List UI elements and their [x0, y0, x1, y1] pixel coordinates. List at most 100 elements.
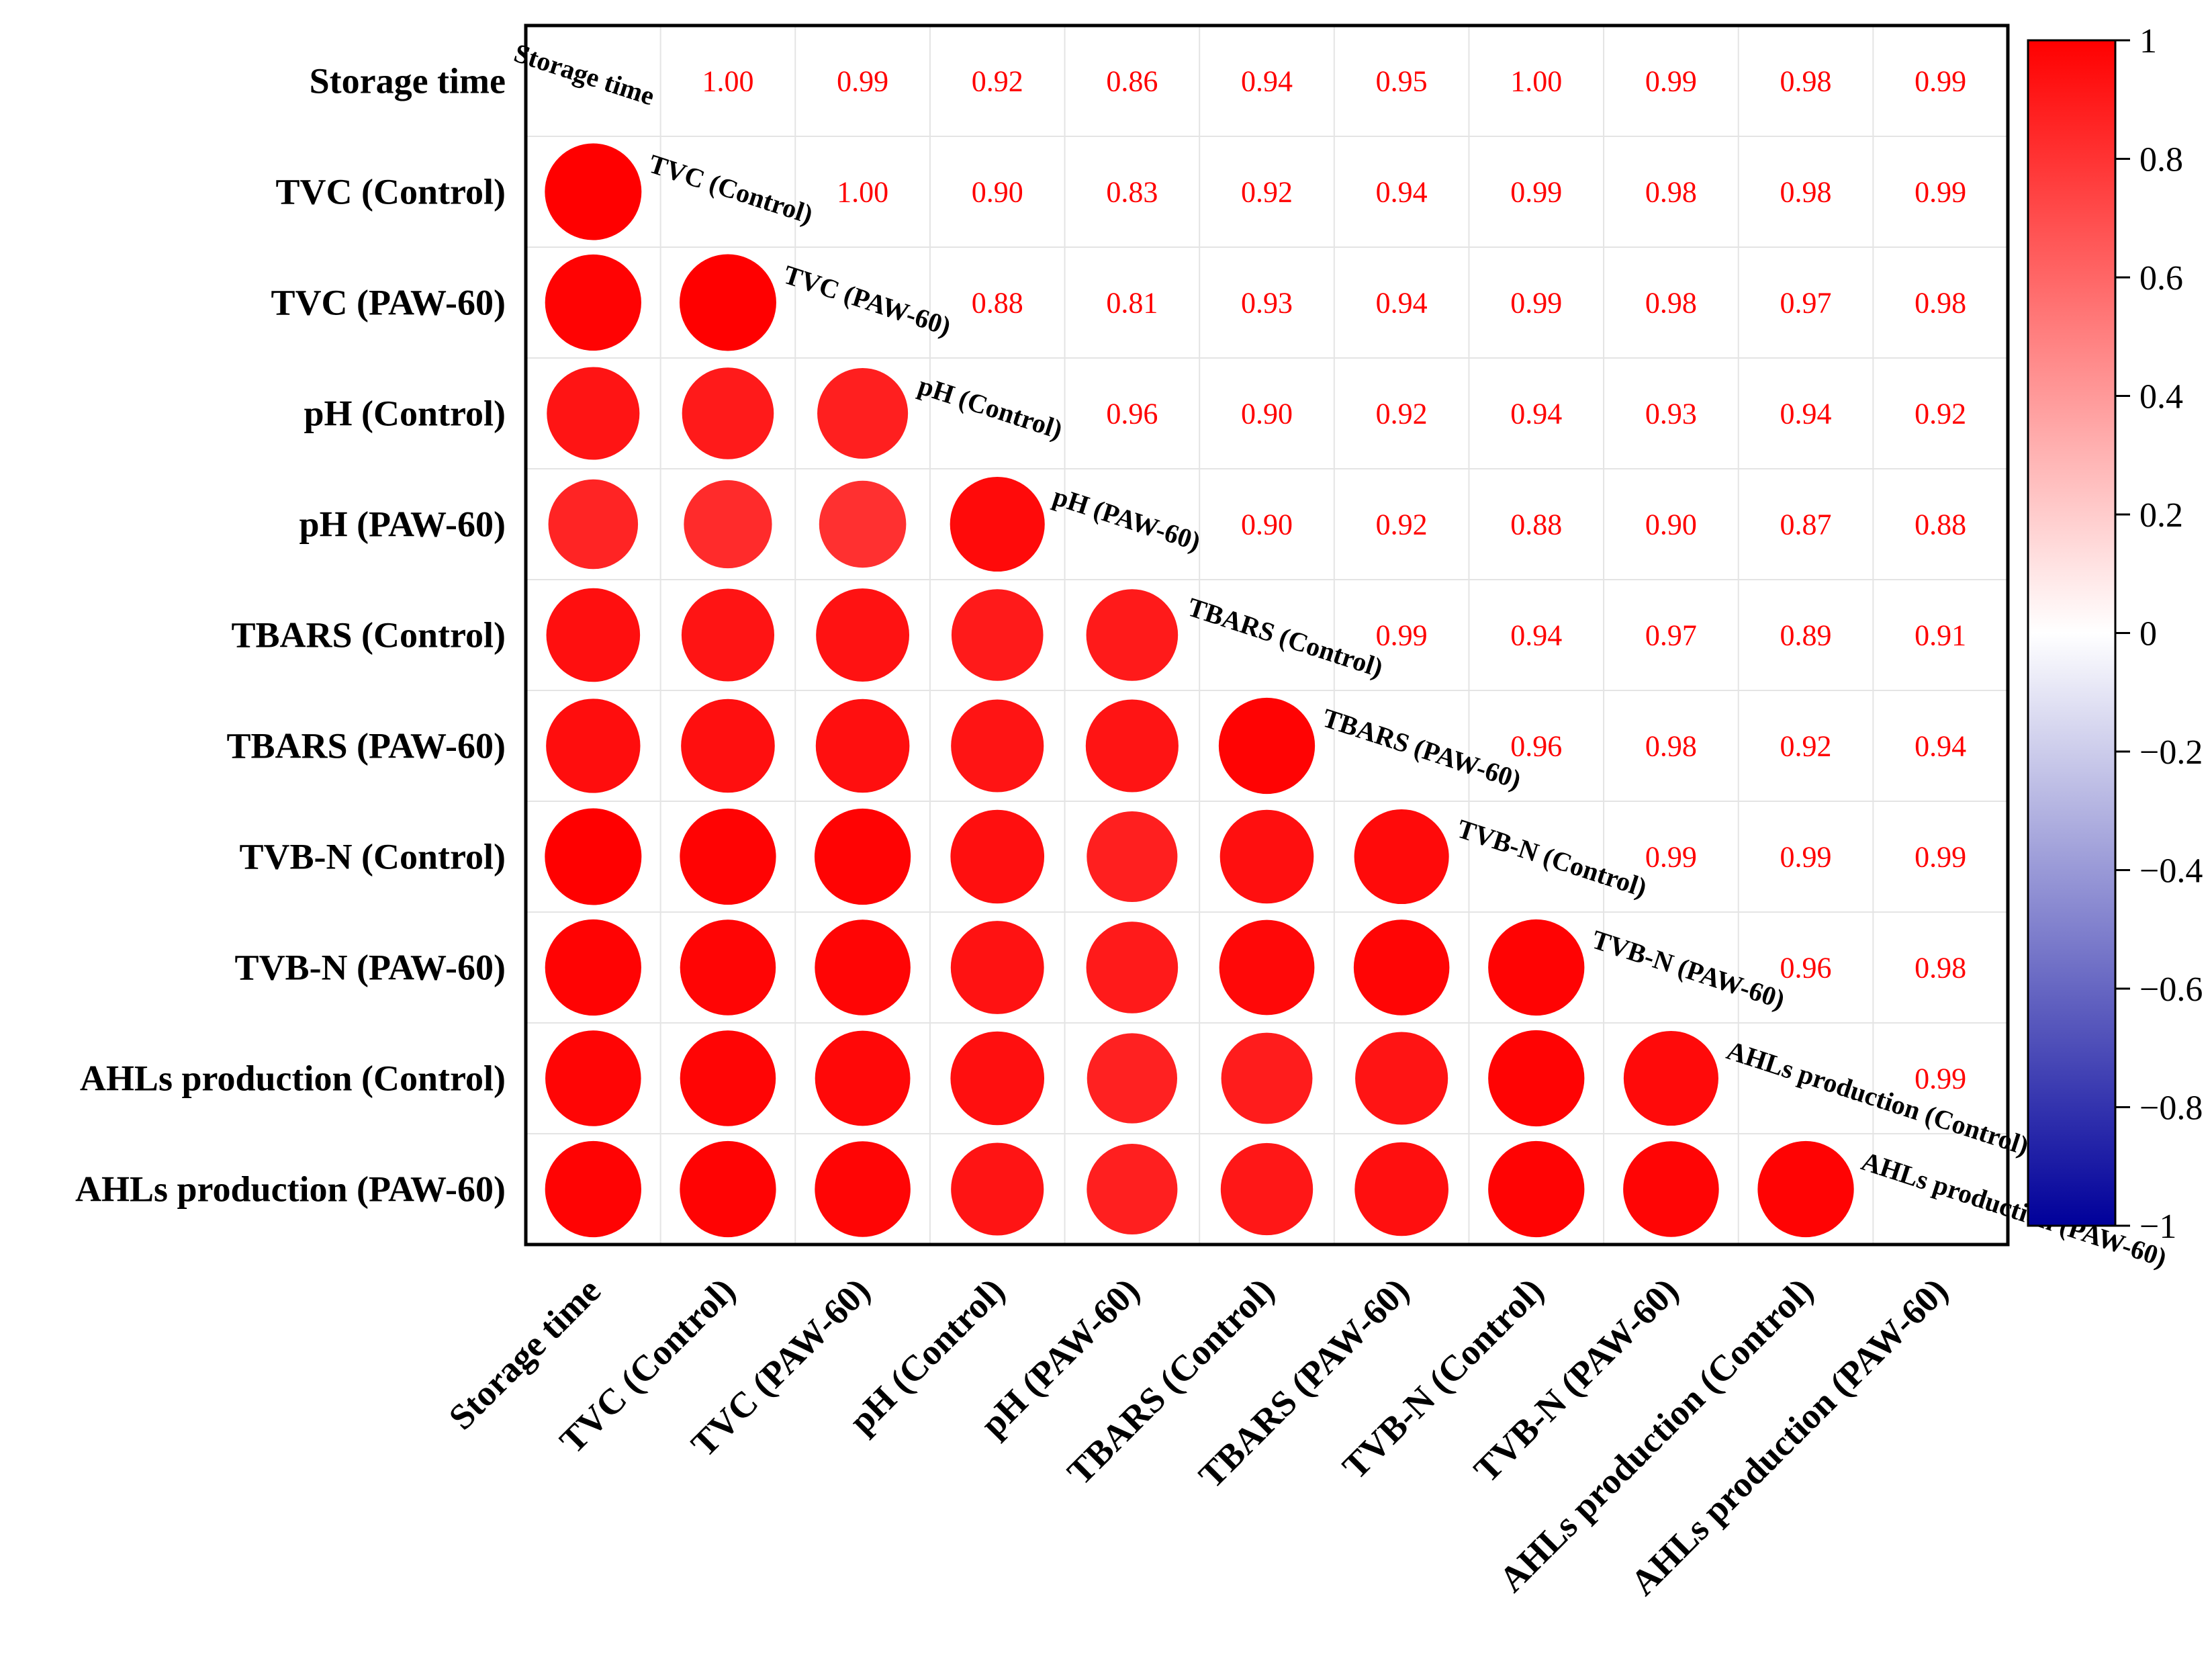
corr-circle-tbars-paw-60-vs-tbars-control	[1218, 697, 1316, 795]
colorbar-tick-label: 0.8	[2139, 141, 2183, 179]
corr-value-storage-time-vs-tvb-n-control: 1.00	[1510, 65, 1562, 98]
corr-circle-tvc-paw-60-vs-tvc-control	[679, 254, 776, 351]
corr-value-tvc-control-vs-tvc-paw-60: 1.00	[837, 176, 888, 209]
corr-circle-ahls-production-paw-60-vs-ahls-production-control	[1757, 1140, 1854, 1238]
corr-circle-tvb-n-control-vs-ph-control	[950, 809, 1045, 904]
corr-circle-tvb-n-paw-60-vs-tbars-paw-60	[1353, 919, 1450, 1016]
corr-value-tvc-control-vs-tvb-n-paw-60: 0.98	[1645, 176, 1697, 209]
corr-value-storage-time-vs-ph-control: 0.92	[972, 65, 1023, 98]
corr-circle-tbars-paw-60-vs-ph-control	[951, 699, 1044, 793]
corr-value-storage-time-vs-ahls-production-paw-60: 0.99	[1915, 65, 1966, 98]
corr-circle-ahls-production-control-vs-ph-paw-60	[1087, 1033, 1178, 1124]
corr-circle-ahls-production-control-vs-storage-time	[545, 1030, 641, 1126]
corr-circle-tvb-n-paw-60-vs-storage-time	[545, 919, 641, 1016]
corr-circle-tbars-paw-60-vs-tvc-control	[681, 698, 775, 793]
y-label-ph-control: pH (Control)	[304, 394, 506, 434]
colorbar-tick-label: −0.6	[2139, 971, 2203, 1009]
corr-value-ph-control-vs-ahls-production-paw-60: 0.92	[1915, 398, 1966, 431]
corr-circle-tvb-n-paw-60-vs-ph-control	[950, 921, 1044, 1014]
diagonal-label-tbars-paw-60: TBARS (PAW-60)	[1319, 703, 1525, 795]
colorbar-tick-label: 0.6	[2139, 259, 2183, 298]
corr-circle-ahls-production-control-vs-tvb-n-control	[1488, 1030, 1585, 1127]
diagonal-label-tbars-control: TBARS (Control)	[1184, 592, 1387, 683]
corr-value-tvb-n-control-vs-ahls-production-paw-60: 0.99	[1915, 841, 1966, 874]
corr-circle-ahls-production-control-vs-tvc-paw-60	[815, 1030, 911, 1126]
corr-circle-ph-control-vs-storage-time	[547, 367, 640, 460]
corr-value-tbars-control-vs-ahls-production-paw-60: 0.91	[1915, 619, 1966, 652]
corr-value-ph-paw-60-vs-tbars-control: 0.90	[1241, 508, 1293, 541]
diagonal-label-ph-control: pH (Control)	[915, 370, 1066, 445]
colorbar: 1 0.8 0.6 0.4 0.2 0 −0.2 −0.4 −0.6 −0.8 −1	[2027, 22, 2203, 1246]
corr-value-ph-control-vs-tvb-n-paw-60: 0.93	[1645, 398, 1697, 431]
diagonal-label-ph-paw-60: pH (PAW-60)	[1050, 481, 1205, 557]
diagonal-label-tvb-n-control: TVB-N (Control)	[1454, 813, 1651, 903]
y-label-tvb-n-control: TVB-N (Control)	[240, 837, 506, 877]
corr-value-tvc-control-vs-ph-control: 0.90	[972, 176, 1023, 209]
corr-value-tvc-control-vs-ahls-production-control: 0.98	[1780, 176, 1832, 209]
corr-circle-ahls-production-paw-60-vs-tbars-control	[1220, 1142, 1314, 1236]
corr-value-tbars-paw-60-vs-tvb-n-control: 0.96	[1510, 730, 1562, 763]
corr-circle-tvb-n-control-vs-tvc-paw-60	[814, 808, 911, 905]
corr-circle-tvb-n-control-vs-tbars-paw-60	[1354, 809, 1449, 905]
colorbar-tick-label: 1	[2139, 22, 2157, 60]
plot-frame	[524, 24, 2010, 1247]
colorbar-tick-label: 0.4	[2139, 378, 2183, 416]
corr-circle-ahls-production-control-vs-ph-control	[950, 1031, 1045, 1126]
corr-circle-tbars-paw-60-vs-tvc-paw-60	[815, 698, 910, 793]
corr-circle-ph-control-vs-tvc-paw-60	[817, 367, 909, 459]
corr-value-storage-time-vs-tbars-paw-60: 0.95	[1376, 65, 1428, 98]
corr-circle-tbars-paw-60-vs-storage-time	[546, 698, 641, 793]
corr-value-ph-paw-60-vs-tvb-n-paw-60: 0.90	[1645, 508, 1697, 541]
corr-value-tbars-paw-60-vs-ahls-production-control: 0.92	[1780, 730, 1832, 763]
corr-value-ph-control-vs-tbars-control: 0.90	[1241, 398, 1293, 431]
corr-circle-ahls-production-control-vs-tbars-control	[1221, 1032, 1313, 1124]
corr-value-ph-paw-60-vs-tvb-n-control: 0.88	[1510, 508, 1562, 541]
corr-value-tbars-control-vs-tvb-n-paw-60: 0.97	[1645, 619, 1697, 652]
corr-value-tvc-paw-60-vs-tbars-paw-60: 0.94	[1376, 287, 1428, 320]
corr-value-tvc-paw-60-vs-ph-control: 0.88	[972, 287, 1023, 320]
corr-value-tvb-n-control-vs-ahls-production-control: 0.99	[1780, 841, 1832, 874]
diagonal-label-tvc-control: TVC (Control)	[645, 148, 817, 230]
corr-value-tvb-n-paw-60-vs-ahls-production-control: 0.96	[1780, 952, 1832, 985]
corr-circle-ahls-production-paw-60-vs-tbars-paw-60	[1354, 1142, 1448, 1236]
y-label-storage-time: Storage time	[310, 61, 506, 101]
corr-value-storage-time-vs-ph-paw-60: 0.86	[1106, 65, 1158, 98]
corr-value-tvc-control-vs-tbars-control: 0.92	[1241, 176, 1293, 209]
corr-circle-ph-paw-60-vs-storage-time	[548, 479, 639, 570]
upper-triangle-values: 1.00 0.99 0.92 0.86 0.94 0.95 1.00 0.99 0.98 0.99…	[702, 65, 1966, 1095]
corr-value-tvc-paw-60-vs-tvb-n-paw-60: 0.98	[1645, 287, 1697, 320]
corr-value-tvc-paw-60-vs-tbars-control: 0.93	[1241, 287, 1293, 320]
corr-circle-ph-paw-60-vs-tvc-control	[684, 480, 772, 569]
corr-circle-tbars-control-vs-tvc-control	[681, 588, 775, 682]
corr-circle-ahls-production-paw-60-vs-tvb-n-control	[1488, 1140, 1585, 1238]
corr-value-tvc-control-vs-ahls-production-paw-60: 0.99	[1915, 176, 1966, 209]
corr-value-tbars-paw-60-vs-ahls-production-paw-60: 0.94	[1915, 730, 1966, 763]
grid-lines	[526, 26, 2008, 1245]
corr-circle-tvb-n-control-vs-storage-time	[545, 808, 642, 905]
y-label-ph-paw-60: pH (PAW-60)	[299, 504, 506, 545]
corr-circle-tvb-n-control-vs-tbars-control	[1219, 809, 1314, 904]
corr-circle-tvb-n-control-vs-ph-paw-60	[1087, 811, 1178, 903]
corr-circle-ahls-production-paw-60-vs-storage-time	[545, 1140, 641, 1238]
corr-circle-tvc-paw-60-vs-storage-time	[545, 254, 641, 351]
corr-value-tbars-control-vs-ahls-production-control: 0.89	[1780, 619, 1832, 652]
corr-value-ph-control-vs-tbars-paw-60: 0.92	[1376, 398, 1428, 431]
corr-circle-tvb-n-paw-60-vs-tbars-control	[1219, 919, 1315, 1016]
corr-circle-tvb-n-control-vs-tvc-control	[680, 808, 776, 905]
y-label-tbars-paw-60: TBARS (PAW-60)	[227, 726, 506, 766]
corr-value-tbars-control-vs-tvb-n-control: 0.94	[1510, 619, 1562, 652]
diagonal-label-tvc-paw-60: TVC (PAW-60)	[780, 259, 954, 342]
lower-triangle-circles	[545, 143, 1854, 1238]
y-label-tvc-paw-60: TVC (PAW-60)	[271, 283, 506, 323]
corr-circle-ahls-production-paw-60-vs-tvc-paw-60	[815, 1141, 911, 1237]
y-label-tbars-control: TBARS (Control)	[231, 615, 506, 656]
diagonal-label-tvb-n-paw-60: TVB-N (PAW-60)	[1588, 924, 1788, 1015]
corr-value-ph-control-vs-ph-paw-60: 0.96	[1106, 398, 1158, 431]
corr-value-tvb-n-control-vs-tvb-n-paw-60: 0.99	[1645, 841, 1697, 874]
corr-value-tvc-paw-60-vs-ahls-production-paw-60: 0.98	[1915, 287, 1966, 320]
corr-value-tvc-paw-60-vs-tvb-n-control: 0.99	[1510, 287, 1562, 320]
y-label-ahls-production-paw-60: AHLs production (PAW-60)	[75, 1169, 506, 1210]
corr-value-tbars-control-vs-tbars-paw-60: 0.99	[1376, 619, 1428, 652]
corr-circle-ph-control-vs-tvc-control	[682, 367, 774, 459]
y-label-tvb-n-paw-60: TVB-N (PAW-60)	[235, 948, 506, 988]
